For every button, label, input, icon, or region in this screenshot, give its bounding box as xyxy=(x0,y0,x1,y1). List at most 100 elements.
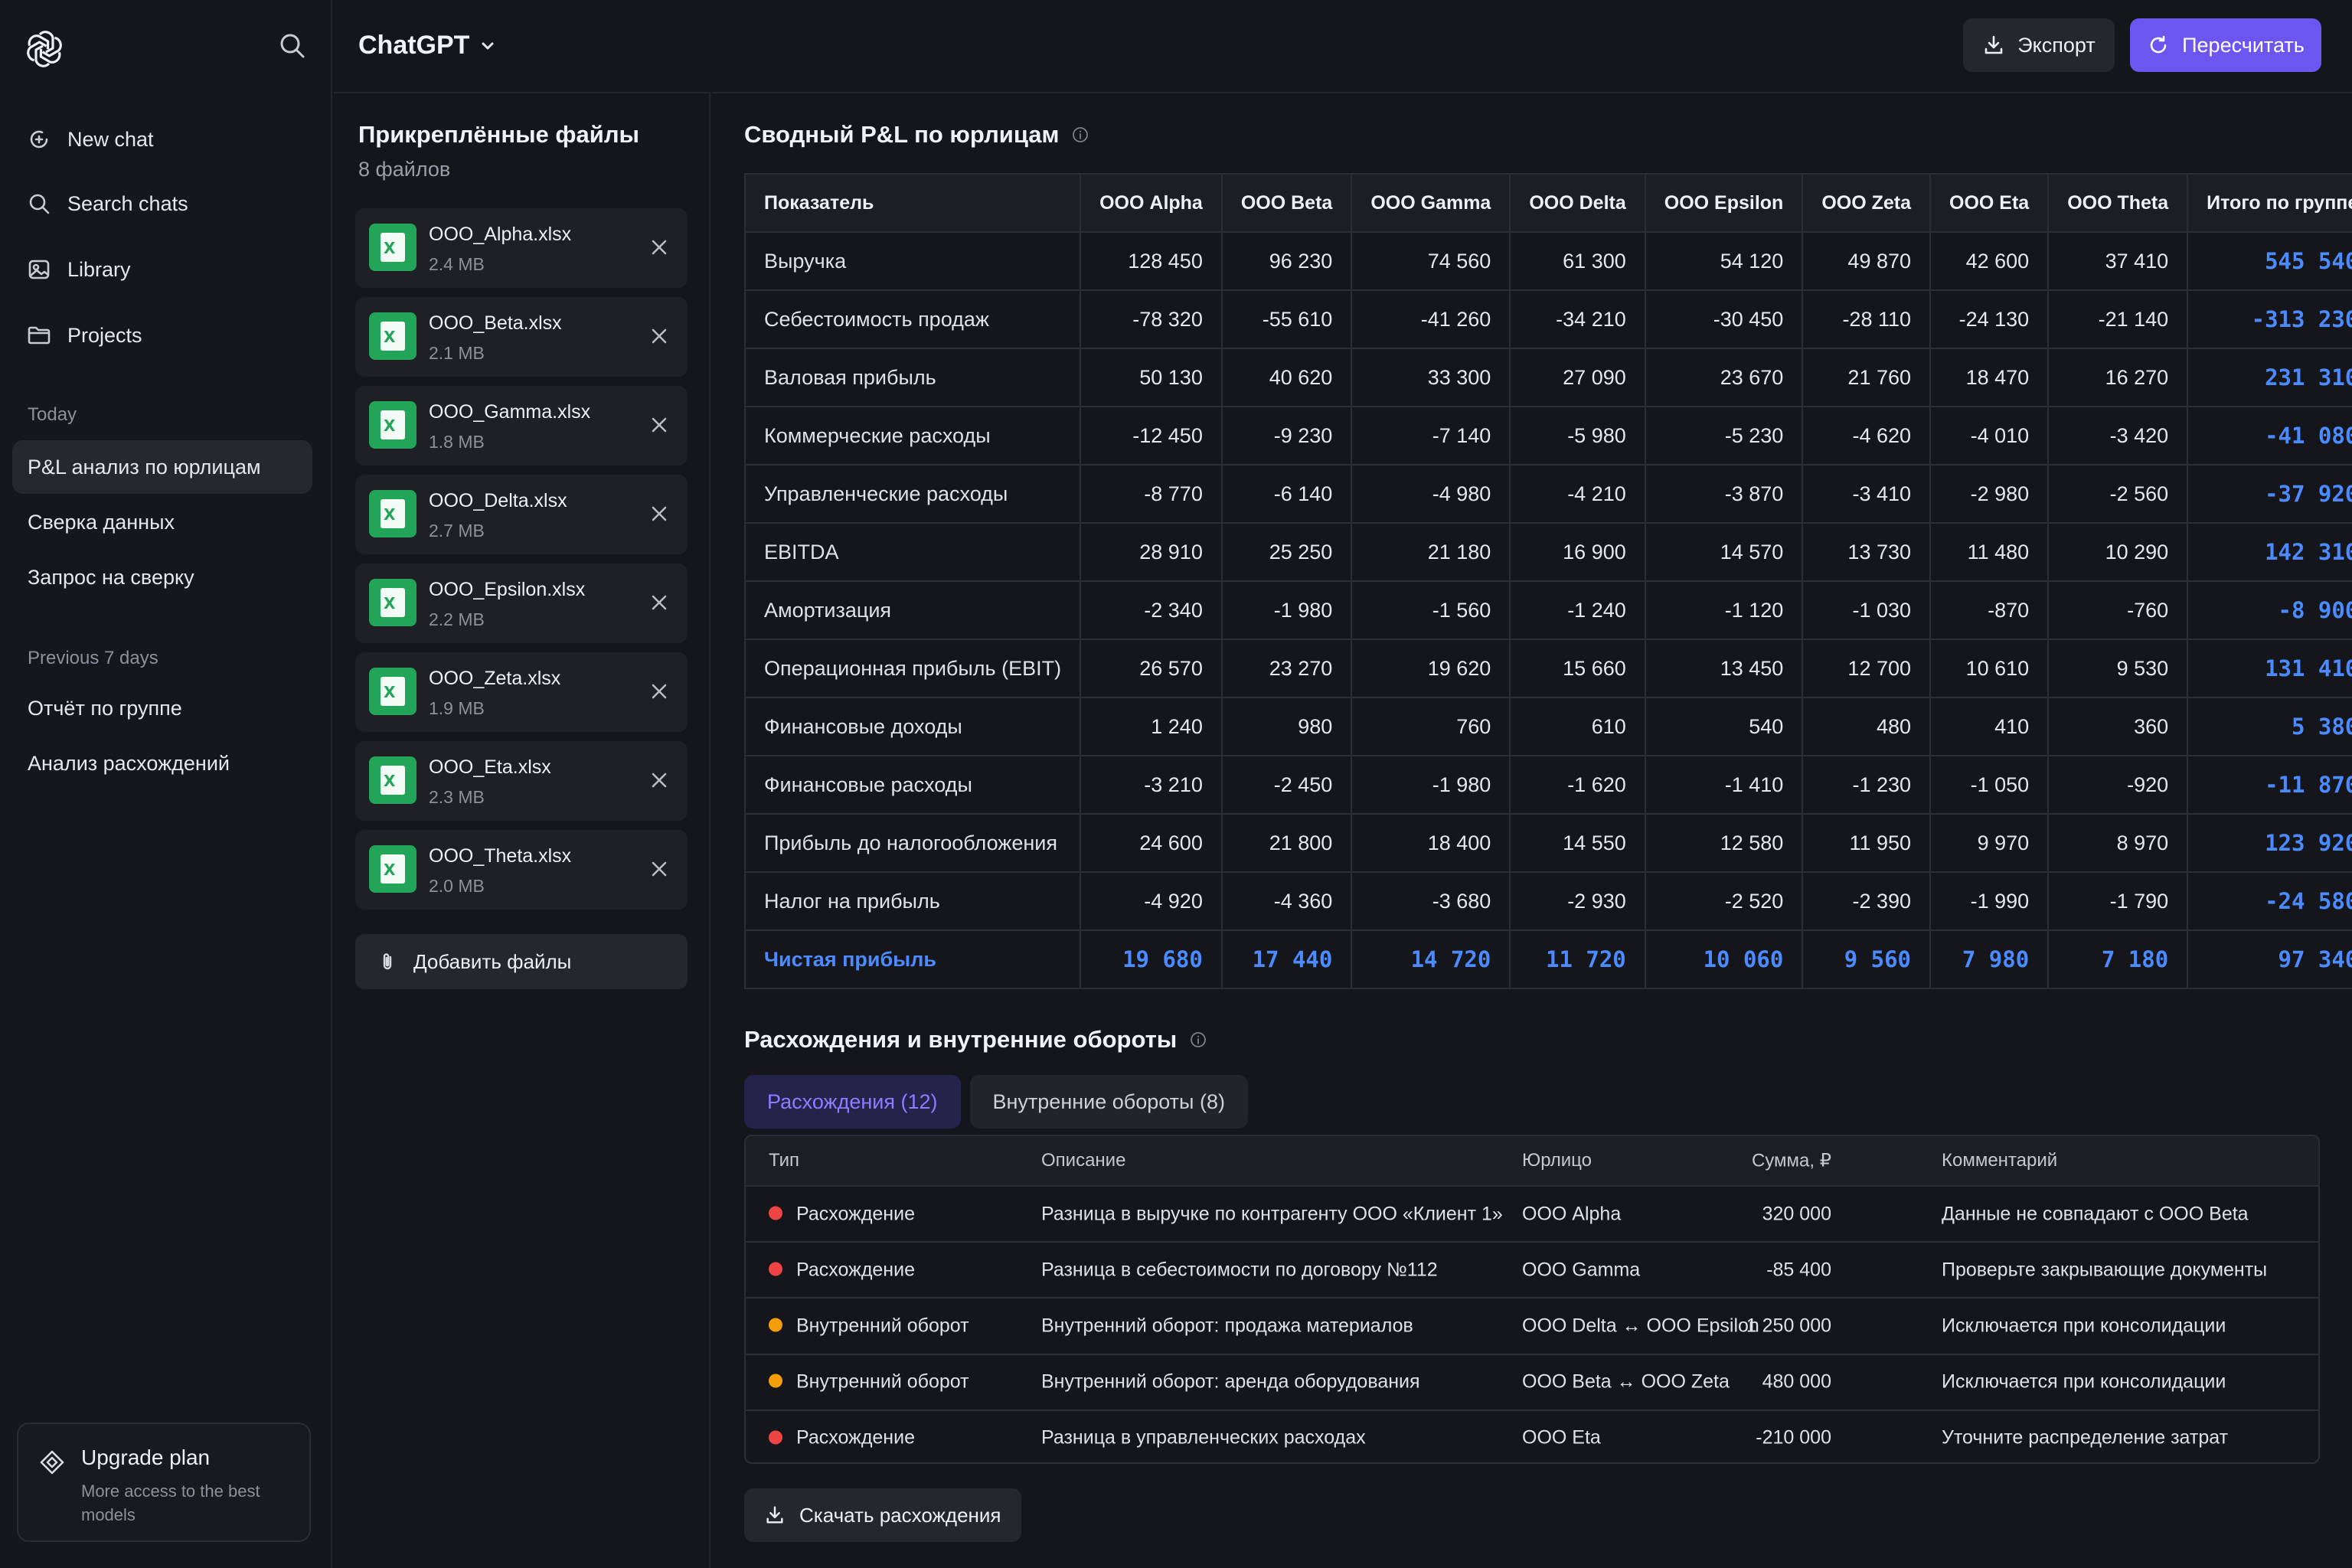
file-card[interactable]: X OOO_Alpha.xlsx 2.4 MB xyxy=(355,208,688,288)
search-chats-button[interactable]: Search chats xyxy=(12,176,312,231)
column-header: ООО Delta xyxy=(1509,173,1646,233)
file-name: OOO_Zeta.xlsx xyxy=(429,668,561,689)
attached-files-panel: Прикреплённые файлы 8 файлов X OOO_Alpha… xyxy=(334,92,710,1568)
file-card[interactable]: X OOO_Gamma.xlsx 1.8 MB xyxy=(355,386,688,466)
column-header: Комментарий xyxy=(1942,1150,2058,1171)
library-button[interactable]: Library xyxy=(12,242,312,297)
table-cell: 11 950 xyxy=(1802,813,1932,873)
status-dot-icon xyxy=(769,1374,782,1388)
info-icon[interactable] xyxy=(1071,126,1089,144)
table-cell: -2 390 xyxy=(1802,871,1932,931)
table-cell: -78 320 xyxy=(1080,289,1223,349)
chat-history-item[interactable]: Запрос на сверку xyxy=(28,565,194,589)
table-cell: 11 480 xyxy=(1929,522,2050,582)
chat-history-item[interactable]: Анализ расхождений xyxy=(28,751,230,775)
table-row[interactable]: Расхождение Разница в себестоимости по до… xyxy=(746,1241,2318,1297)
close-icon[interactable] xyxy=(648,591,671,614)
pl-table: Показатель ООО Alpha ООО Beta ООО Gamma ООО … xyxy=(743,173,2352,989)
table-cell: -3 680 xyxy=(1351,871,1511,931)
excel-file-icon: X xyxy=(369,668,416,715)
entity-cell: ООО Gamma xyxy=(1522,1259,1641,1281)
table-cell: -8 770 xyxy=(1080,464,1223,524)
table-cell: 49 870 xyxy=(1802,231,1932,291)
file-card[interactable]: X OOO_Delta.xlsx 2.7 MB xyxy=(355,475,688,554)
tab-internal-turnover[interactable]: Внутренние обороты (8) xyxy=(969,1075,1248,1129)
table-cell: -5 230 xyxy=(1644,406,1804,466)
file-name: OOO_Epsilon.xlsx xyxy=(429,579,586,600)
entity-cell: ООО Eta xyxy=(1522,1426,1601,1449)
table-row[interactable]: Внутренний оборот Внутренний оборот: прод… xyxy=(746,1297,2318,1353)
table-cell: -4 980 xyxy=(1351,464,1511,524)
close-icon[interactable] xyxy=(648,236,671,259)
library-icon xyxy=(28,260,50,279)
row-label: Валовая прибыль xyxy=(743,348,1082,407)
today-section-label: Today xyxy=(28,404,77,425)
file-card[interactable]: X OOO_Beta.xlsx 2.1 MB xyxy=(355,297,688,377)
entity-cell: ООО Delta ↔ ООО Epsilon xyxy=(1522,1315,1759,1337)
excel-file-icon: X xyxy=(369,490,416,537)
sidebar: New chat Search chats Library Projects T… xyxy=(0,0,332,1568)
column-header: ООО Eta xyxy=(1929,173,2050,233)
group-total-cell: 5 380 xyxy=(2187,697,2352,756)
table-row[interactable]: Расхождение Разница в выручке по контраге… xyxy=(746,1185,2318,1241)
tab-discrepancies[interactable]: Расхождения (12) xyxy=(744,1075,961,1129)
table-cell: -55 610 xyxy=(1220,289,1353,349)
export-button[interactable]: Экспорт xyxy=(1963,18,2115,72)
row-label: Амортизация xyxy=(743,580,1082,640)
excel-file-icon: X xyxy=(369,224,416,271)
file-card[interactable]: X OOO_Eta.xlsx 2.3 MB xyxy=(355,741,688,821)
status-dot-icon xyxy=(769,1430,782,1445)
model-selector[interactable]: ChatGPT xyxy=(358,31,497,60)
pl-table-body: Выручка 128 450 96 230 74 560 61 300 54 120 49… xyxy=(743,231,2352,989)
close-icon[interactable] xyxy=(648,502,671,525)
recalculate-button[interactable]: Пересчитать xyxy=(2130,18,2321,72)
table-cell: -1 990 xyxy=(1929,871,2050,931)
projects-button[interactable]: Projects xyxy=(12,308,312,363)
table-row: EBITDA 28 910 25 250 21 180 16 900 14 570 13 7… xyxy=(743,522,2352,582)
table-cell: 14 570 xyxy=(1644,522,1804,582)
sidebar-search-icon[interactable] xyxy=(277,31,308,61)
main-content: Сводный P&L по юрлицам Показатель ООО Alp… xyxy=(712,92,2352,1568)
file-size: 2.7 MB xyxy=(429,521,485,541)
file-card[interactable]: X OOO_Zeta.xlsx 1.9 MB xyxy=(355,652,688,732)
table-row: Себестоимость продаж -78 320 -55 610 -41 26… xyxy=(743,289,2352,349)
table-row[interactable]: Расхождение Разница в управленческих расх… xyxy=(746,1409,2318,1462)
folder-icon xyxy=(28,326,51,345)
close-icon[interactable] xyxy=(648,769,671,792)
download-discrepancies-button[interactable]: Скачать расхождения xyxy=(744,1488,1021,1542)
table-cell: -5 980 xyxy=(1509,406,1646,466)
chat-history-item[interactable]: Отчёт по группе xyxy=(28,696,182,720)
info-icon[interactable] xyxy=(1189,1031,1207,1049)
close-icon[interactable] xyxy=(648,858,671,880)
table-cell: 26 570 xyxy=(1080,639,1223,698)
new-chat-button[interactable]: New chat xyxy=(12,112,312,167)
close-icon[interactable] xyxy=(648,680,671,703)
table-cell: 9 560 xyxy=(1802,929,1932,989)
description-cell: Разница в выручке по контрагенту ООО «Кл… xyxy=(1041,1203,1503,1224)
close-icon[interactable] xyxy=(648,325,671,348)
column-header: ООО Beta xyxy=(1220,173,1353,233)
chat-history-item[interactable]: P&L анализ по юрлицам xyxy=(12,440,312,494)
excel-file-icon: X xyxy=(369,756,416,804)
type-label: Расхождение xyxy=(796,1426,915,1449)
close-icon[interactable] xyxy=(648,413,671,436)
group-total-cell: -313 230 xyxy=(2187,289,2352,349)
table-cell: -34 210 xyxy=(1509,289,1646,349)
type-label: Расхождение xyxy=(796,1203,915,1224)
chat-history-item[interactable]: Сверка данных xyxy=(28,510,175,534)
column-header: Тип xyxy=(769,1150,800,1171)
description-cell: Внутренний оборот: аренда оборудования xyxy=(1041,1370,1420,1393)
table-cell: -4 010 xyxy=(1929,406,2050,466)
projects-label: Projects xyxy=(67,323,142,347)
row-label: Чистая прибыль xyxy=(743,929,1082,989)
table-row[interactable]: Внутренний оборот Внутренний оборот: арен… xyxy=(746,1353,2318,1410)
add-files-button[interactable]: Добавить файлы xyxy=(355,934,688,989)
openai-logo-icon[interactable] xyxy=(24,29,64,69)
table-cell: 12 700 xyxy=(1802,639,1932,698)
file-card[interactable]: X OOO_Theta.xlsx 2.0 MB xyxy=(355,830,688,910)
file-card[interactable]: X OOO_Epsilon.xlsx 2.2 MB xyxy=(355,564,688,643)
table-cell: -870 xyxy=(1929,580,2050,640)
table-cell: 16 900 xyxy=(1509,522,1646,582)
upgrade-plan-button[interactable]: Upgrade plan More access to the best mod… xyxy=(17,1423,311,1542)
row-label: Финансовые доходы xyxy=(743,697,1082,756)
